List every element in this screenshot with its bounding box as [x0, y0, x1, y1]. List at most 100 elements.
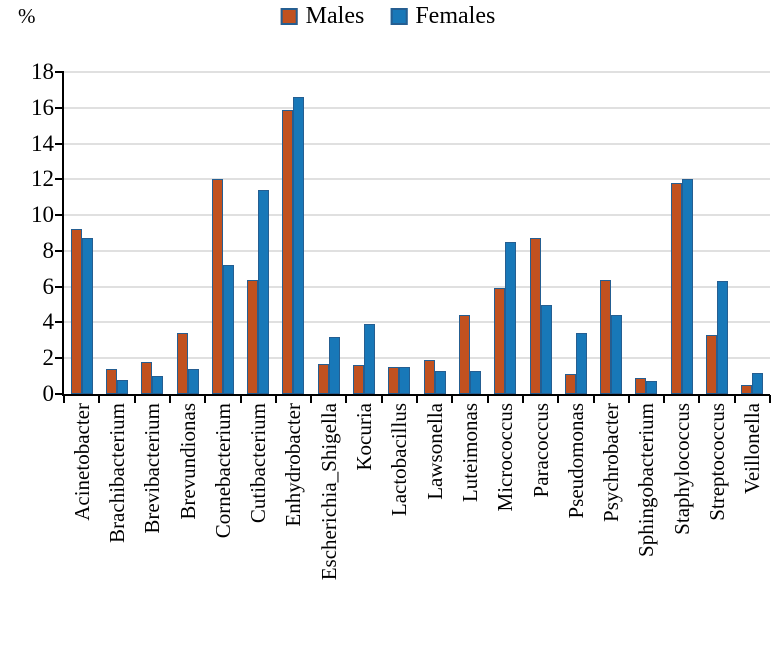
x-tick-mark-1: [98, 395, 101, 403]
x-category-label-brevibacterium: Brevibacterium: [140, 403, 165, 534]
x-tick-mark-5: [239, 395, 242, 403]
x-category-label-sphingobacterium: Sphingobacterium: [634, 403, 659, 557]
y-tick-label-8: 8: [42, 237, 55, 263]
y-tick-mark-16: [55, 106, 63, 109]
y-axis-unit-label: %: [18, 4, 36, 28]
bar-females-cutibacterium: [258, 190, 270, 394]
bar-females-brachibacterium: [116, 379, 128, 394]
gridline-14: [64, 142, 770, 145]
x-tick-mark-19: [733, 395, 736, 403]
bar-females-micrococcus: [505, 241, 517, 394]
gridline-18: [64, 71, 770, 73]
x-tick-mark-7: [310, 395, 313, 403]
plot-area: [64, 71, 770, 394]
bar-males-acinetobacter: [70, 229, 82, 394]
x-tick-mark-16: [627, 395, 630, 403]
bar-males-cornebacterium: [211, 179, 223, 394]
y-tick-label-2: 2: [42, 345, 55, 371]
x-tick-mark-18: [698, 395, 701, 403]
x-category-label-enhydrobacter: Enhydrobacter: [281, 403, 306, 527]
x-category-label-cornebacterium: Cornebacterium: [210, 403, 235, 539]
x-tick-mark-14: [557, 395, 560, 403]
x-tick-mark-15: [592, 395, 595, 403]
y-tick-mark-6: [55, 285, 63, 288]
x-category-label-lactobacillus: Lactobacillus: [387, 403, 412, 517]
x-category-label-luteimonas: Luteimonas: [457, 403, 482, 503]
y-tick-mark-14: [55, 142, 63, 145]
x-tick-mark-12: [486, 395, 489, 403]
y-tick-mark-8: [55, 249, 63, 252]
y-tick-label-6: 6: [42, 273, 55, 299]
gridline-2: [64, 357, 770, 360]
x-tick-mark-11: [451, 395, 454, 403]
x-tick-mark-20: [769, 395, 771, 403]
bar-females-brevundionas: [187, 368, 199, 394]
bar-females-acinetobacter: [81, 238, 93, 394]
bar-males-brevundionas: [176, 333, 188, 394]
bar-males-lawsonella: [423, 360, 435, 394]
bar-females-brevibacterium: [152, 376, 164, 394]
y-tick-label-16: 16: [31, 94, 54, 120]
x-tick-mark-0: [63, 395, 65, 403]
y-tick-label-10: 10: [31, 202, 54, 228]
chart-legend: Males Females: [280, 3, 495, 29]
males-legend-swatch: [280, 7, 298, 25]
bar-females-staphylococcus: [681, 179, 693, 394]
bar-males-psychrobacter: [600, 279, 612, 394]
x-category-label-micrococcus: Micrococcus: [493, 403, 518, 512]
y-tick-label-18: 18: [31, 59, 54, 84]
bar-males-staphylococcus: [670, 182, 682, 394]
y-tick-label-14: 14: [31, 130, 54, 156]
females-legend-label: Females: [415, 3, 496, 29]
x-tick-mark-6: [274, 395, 277, 403]
bar-males-cutibacterium: [247, 279, 259, 394]
bar-males-veillonella: [741, 385, 753, 394]
bar-females-paracoccus: [540, 304, 552, 394]
bar-females-luteimonas: [469, 370, 481, 394]
bar-females-escherichia_shigella: [328, 336, 340, 394]
x-tick-mark-2: [133, 395, 136, 403]
males-legend-label: Males: [305, 3, 365, 29]
bar-females-lawsonella: [434, 370, 446, 394]
y-tick-label-12: 12: [31, 166, 54, 192]
bar-females-pseudomonas: [575, 333, 587, 394]
x-tick-mark-17: [663, 395, 666, 403]
bar-females-sphingobacterium: [646, 381, 658, 394]
x-category-label-streptococcus: Streptococcus: [705, 403, 730, 521]
bar-females-enhydrobacter: [293, 97, 305, 394]
gridline-16: [64, 106, 770, 109]
gridline-10: [64, 214, 770, 217]
gridline-6: [64, 285, 770, 288]
x-category-label-brachibacterium: Brachibacterium: [104, 403, 129, 543]
bar-males-pseudomonas: [564, 374, 576, 394]
bar-males-escherichia_shigella: [317, 363, 329, 394]
bar-females-kocuria: [364, 324, 376, 394]
bar-males-enhydrobacter: [282, 109, 294, 394]
bar-males-sphingobacterium: [635, 377, 647, 394]
x-category-label-staphylococcus: Staphylococcus: [669, 403, 694, 535]
bar-males-paracoccus: [529, 238, 541, 394]
gridline-4: [64, 321, 770, 324]
legend-item-females: Females: [390, 3, 495, 29]
bar-males-micrococcus: [494, 288, 506, 394]
gridline-8: [64, 249, 770, 252]
x-category-label-veillonella: Veillonella: [740, 403, 765, 494]
females-legend-swatch: [390, 7, 408, 25]
x-category-label-acinetobacter: Acinetobacter: [69, 403, 94, 521]
x-tick-mark-13: [521, 395, 524, 403]
y-tick-mark-0: [55, 393, 63, 395]
bar-males-streptococcus: [706, 334, 718, 394]
x-tick-mark-9: [380, 395, 383, 403]
bar-females-cornebacterium: [222, 265, 234, 394]
x-tick-mark-3: [168, 395, 171, 403]
x-category-label-kocuria: Kocuria: [352, 403, 377, 471]
x-category-label-escherichia_shigella: Escherichia_Shigella: [316, 403, 341, 581]
bar-males-brachibacterium: [105, 368, 117, 394]
y-tick-mark-2: [55, 357, 63, 360]
y-tick-mark-18: [55, 71, 63, 73]
x-category-label-brevundionas: Brevundionas: [175, 403, 200, 520]
y-tick-label-0: 0: [42, 381, 55, 406]
y-tick-mark-4: [55, 321, 63, 324]
y-axis-line: [62, 71, 64, 396]
bar-females-streptococcus: [717, 281, 729, 394]
